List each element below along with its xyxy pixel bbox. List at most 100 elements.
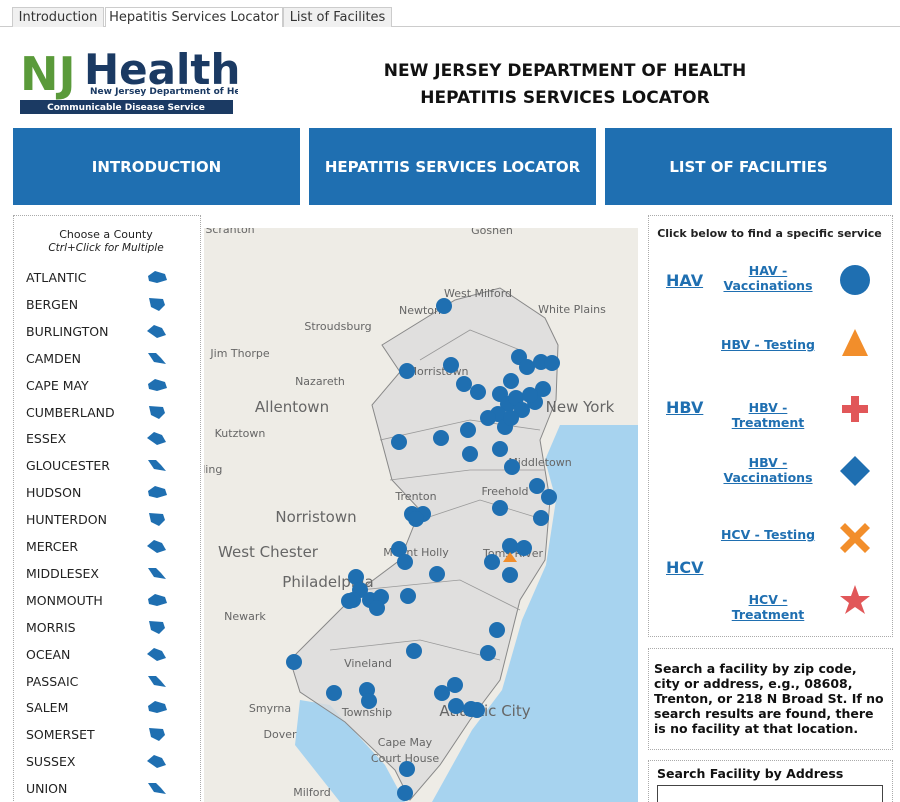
facility-marker[interactable]: [484, 554, 500, 570]
county-name[interactable]: ATLANTIC: [26, 270, 87, 285]
county-name[interactable]: CAMDEN: [26, 350, 81, 366]
service-group[interactable]: HCV: [666, 558, 704, 577]
county-name[interactable]: HUNTERDON: [26, 512, 107, 528]
facility-marker[interactable]: [341, 593, 357, 609]
county-shape[interactable]: [148, 593, 167, 606]
county-shape[interactable]: [148, 486, 167, 499]
nav-button[interactable]: INTRODUCTION: [13, 128, 300, 205]
service-link[interactable]: HCV - Testing: [720, 527, 816, 542]
county-name[interactable]: MERCER: [26, 539, 79, 554]
facility-marker[interactable]: [480, 410, 496, 426]
county-shape[interactable]: [148, 352, 166, 364]
facility-marker[interactable]: [433, 430, 449, 446]
facility-marker[interactable]: [448, 698, 464, 714]
facility-marker[interactable]: [502, 567, 518, 583]
symbol-circle[interactable]: [840, 265, 870, 295]
county-icon[interactable]: [145, 456, 169, 474]
county-name[interactable]: BERGEN: [26, 296, 79, 312]
facility-marker[interactable]: [391, 541, 407, 557]
county-shape[interactable]: [149, 728, 165, 742]
facility-marker[interactable]: [516, 540, 532, 556]
county-shape[interactable]: [148, 675, 166, 687]
county-name[interactable]: ESSEX: [26, 431, 67, 447]
county-icon[interactable]: [145, 483, 169, 501]
county-shape[interactable]: [147, 540, 166, 553]
facility-marker[interactable]: [480, 645, 496, 661]
county-name[interactable]: CAPE MAY: [26, 377, 89, 393]
search-input[interactable]: [657, 785, 883, 802]
symbol-star[interactable]: [840, 585, 870, 614]
county-icon[interactable]: [145, 349, 169, 367]
facility-marker[interactable]: [503, 373, 519, 389]
county-name[interactable]: MORRIS: [26, 619, 76, 635]
tab[interactable]: Introduction: [12, 7, 104, 27]
facility-marker[interactable]: [408, 511, 424, 527]
county-shape[interactable]: [147, 432, 166, 446]
county-icon[interactable]: [145, 322, 169, 340]
county-icon[interactable]: [145, 725, 169, 743]
facility-marker[interactable]: [286, 654, 302, 670]
facility-marker[interactable]: [535, 381, 551, 397]
county-shape[interactable]: [148, 701, 167, 714]
county-shape[interactable]: [148, 460, 166, 472]
county-name[interactable]: MONMOUTH: [26, 592, 103, 608]
facility-marker[interactable]: [456, 376, 472, 392]
county-shape[interactable]: [149, 513, 165, 527]
service-link[interactable]: HCV - Treatment: [731, 592, 805, 622]
county-name[interactable]: SALEM: [26, 700, 69, 716]
county-shape[interactable]: [147, 647, 166, 661]
county-icon[interactable]: [145, 429, 169, 447]
county-name[interactable]: PASSAIC: [26, 673, 79, 689]
facility-marker[interactable]: [400, 588, 416, 604]
facility-marker[interactable]: [470, 384, 486, 400]
county-name[interactable]: SUSSEX: [26, 754, 76, 770]
facility-marker[interactable]: [469, 702, 485, 718]
facility-marker[interactable]: [361, 693, 377, 709]
facility-marker[interactable]: [447, 677, 463, 693]
facility-marker[interactable]: [391, 434, 407, 450]
facility-marker[interactable]: [434, 685, 450, 701]
facility-marker[interactable]: [429, 566, 445, 582]
facility-marker[interactable]: [533, 510, 549, 526]
county-shape[interactable]: [147, 324, 166, 338]
county-shape[interactable]: [149, 405, 165, 419]
county-name[interactable]: SOMERSET: [26, 727, 95, 743]
county-icon[interactable]: [145, 537, 169, 555]
tab[interactable]: Hepatitis Services Locator: [105, 7, 283, 27]
facility-marker[interactable]: [522, 387, 538, 403]
county-shape[interactable]: [148, 783, 166, 795]
county-icon[interactable]: [145, 698, 169, 716]
service-group[interactable]: HBV: [666, 398, 704, 417]
nav-button[interactable]: HEPATITIS SERVICES LOCATOR: [309, 128, 596, 205]
tab[interactable]: List of Facilites: [283, 7, 392, 27]
county-icon[interactable]: [145, 591, 169, 609]
symbol-diamond[interactable]: [840, 456, 870, 486]
service-link[interactable]: HBV - Testing: [721, 337, 815, 352]
county-shape[interactable]: [148, 378, 167, 391]
facility-marker[interactable]: [541, 489, 557, 505]
county-shape[interactable]: [149, 297, 165, 311]
facility-marker[interactable]: [462, 446, 478, 462]
county-shape[interactable]: [147, 755, 166, 769]
facility-marker[interactable]: [514, 402, 530, 418]
facility-marker[interactable]: [489, 622, 505, 638]
county-icon[interactable]: [145, 403, 169, 421]
facility-marker[interactable]: [503, 410, 519, 426]
county-icon[interactable]: [145, 510, 169, 528]
facility-marker[interactable]: [529, 478, 545, 494]
symbol-triangle[interactable]: [842, 329, 868, 356]
facility-marker[interactable]: [504, 459, 520, 475]
county-name[interactable]: CUMBERLAND: [26, 404, 115, 420]
facility-marker[interactable]: [544, 355, 560, 371]
facility-marker[interactable]: [460, 422, 476, 438]
facility-marker[interactable]: [326, 685, 342, 701]
county-name[interactable]: MIDDLESEX: [26, 565, 99, 581]
symbol-cross[interactable]: [840, 523, 870, 553]
nav-button[interactable]: LIST OF FACILITIES: [605, 128, 892, 205]
county-name[interactable]: OCEAN: [26, 646, 71, 662]
facility-marker[interactable]: [348, 569, 364, 585]
service-link[interactable]: HAV - Vaccinations: [723, 263, 813, 293]
county-icon[interactable]: [145, 376, 169, 394]
county-name[interactable]: UNION: [26, 781, 68, 797]
county-icon[interactable]: [145, 752, 169, 770]
